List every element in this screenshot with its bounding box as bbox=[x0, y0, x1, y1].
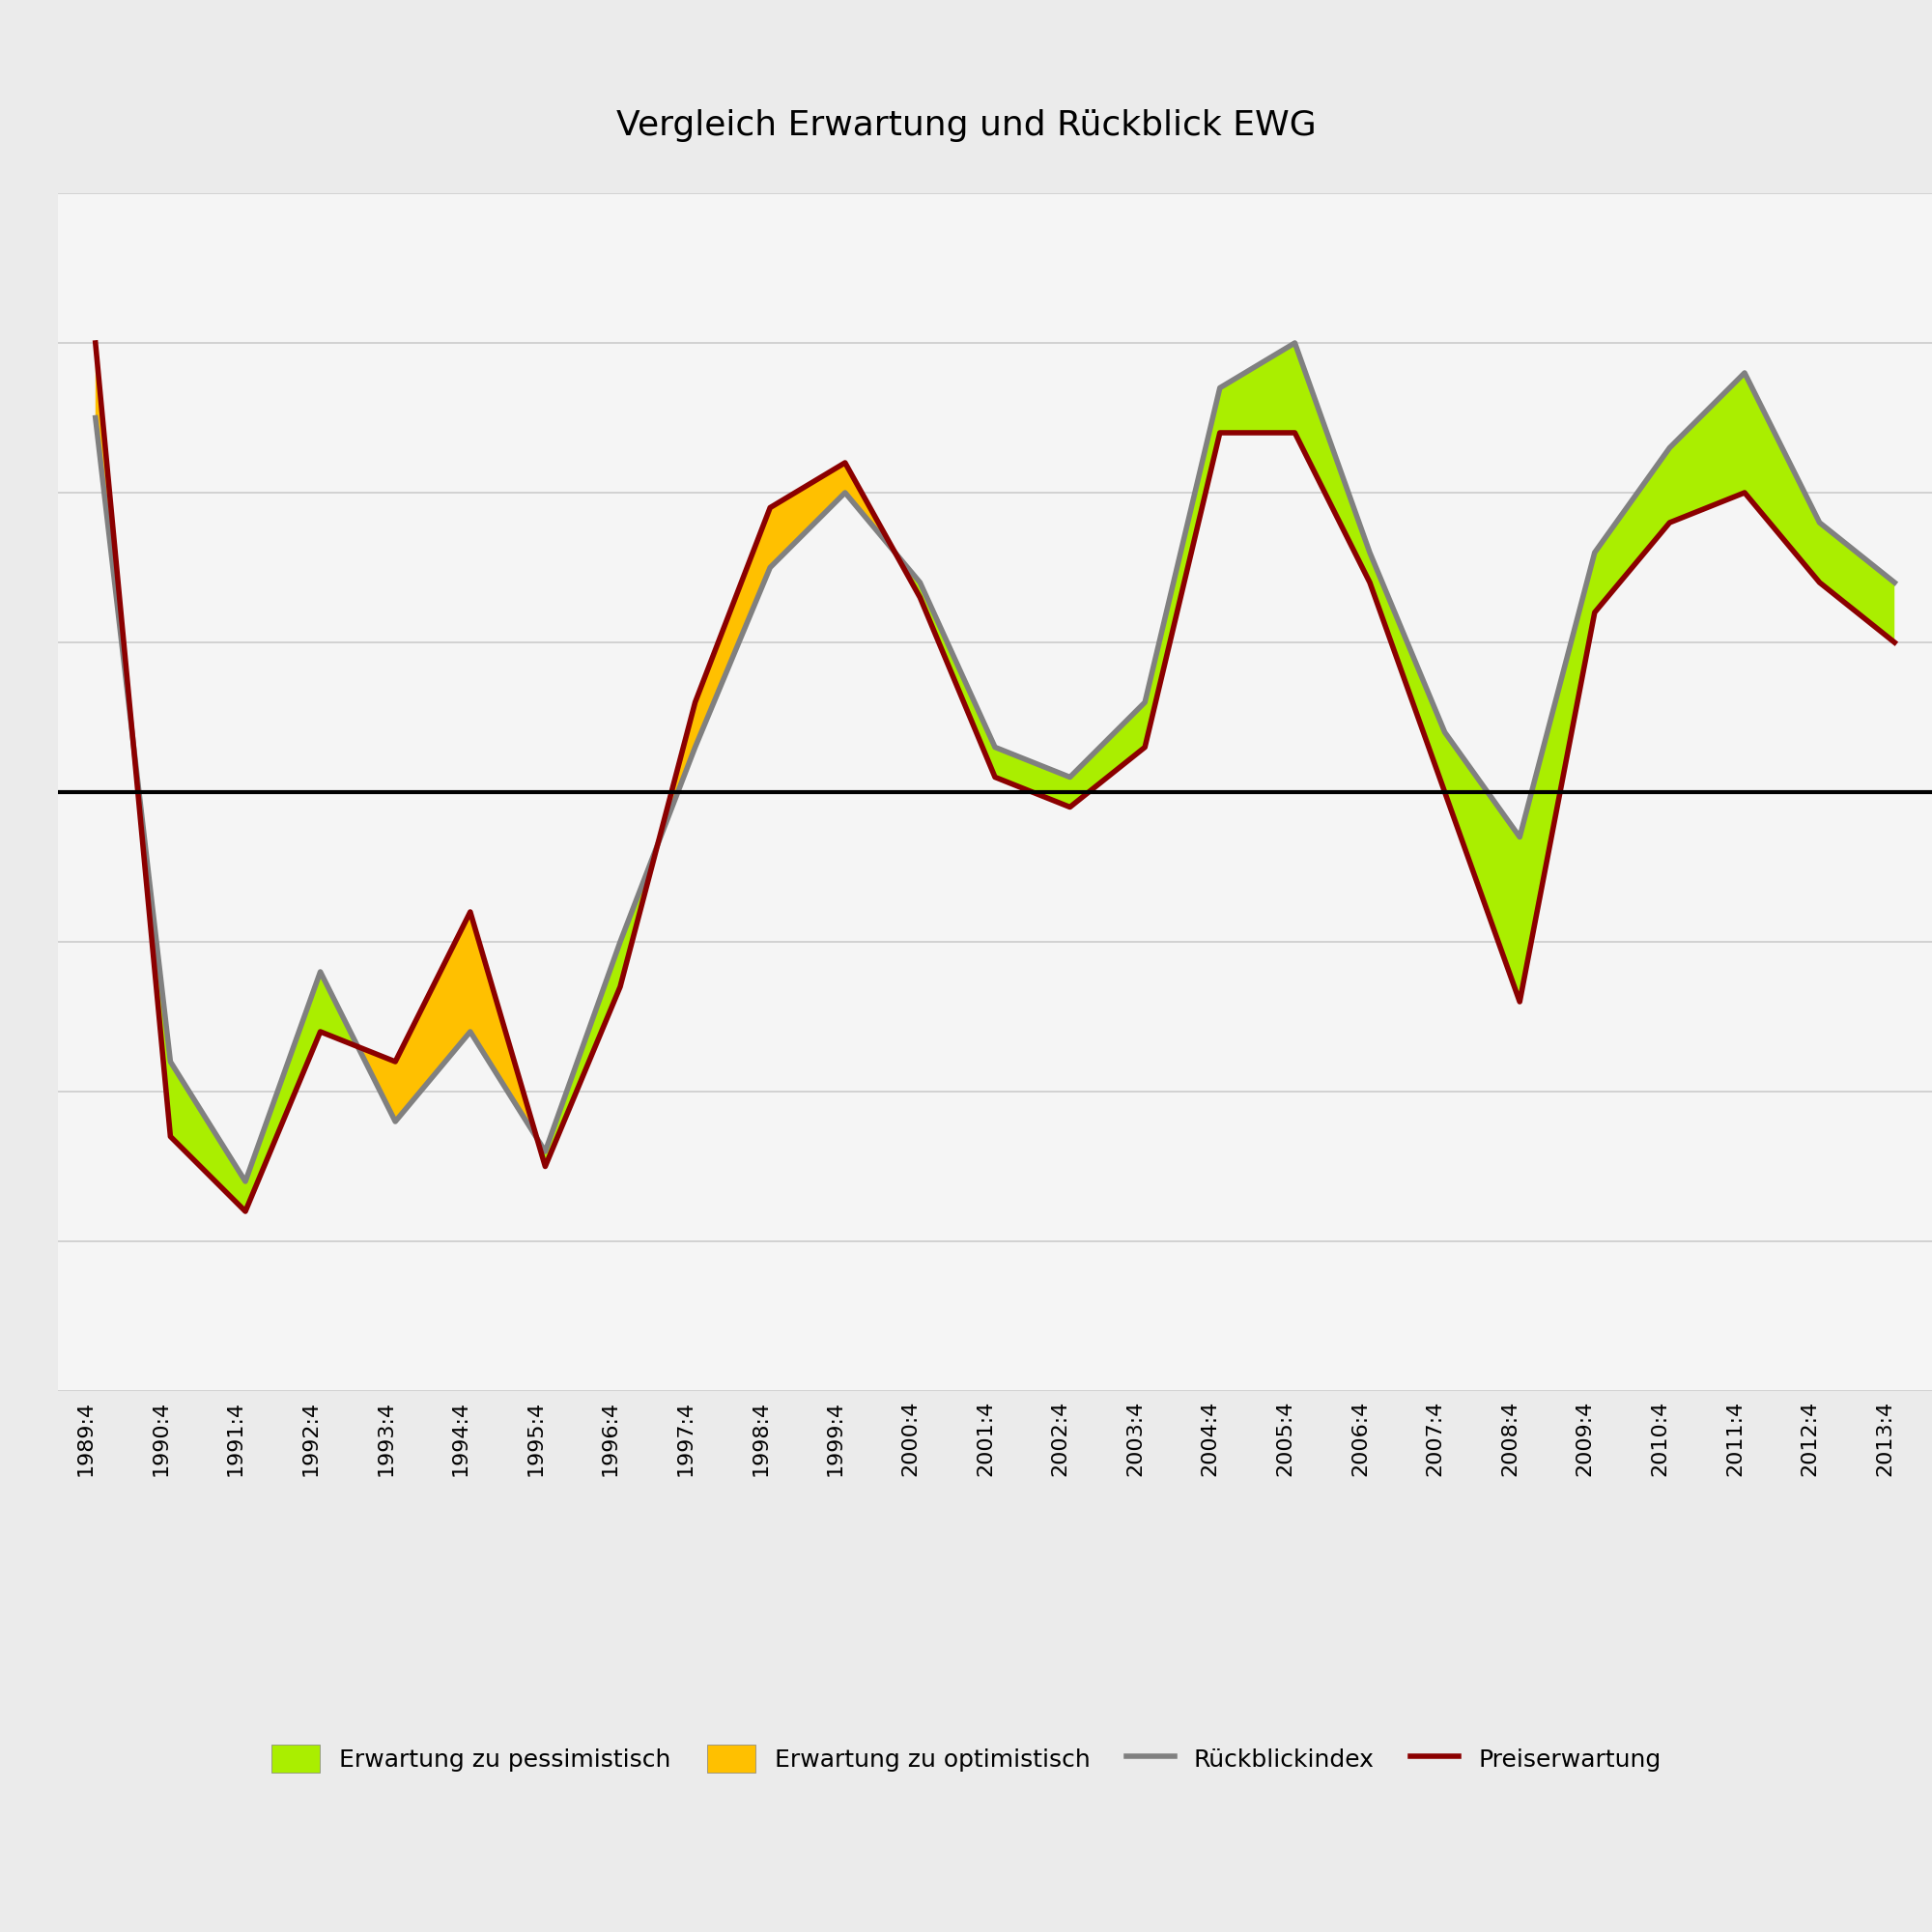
Text: 1994:4: 1994:4 bbox=[450, 1401, 469, 1476]
Text: 2001:4: 2001:4 bbox=[976, 1401, 995, 1476]
Text: 1998:4: 1998:4 bbox=[752, 1401, 771, 1476]
Text: 1996:4: 1996:4 bbox=[601, 1401, 620, 1476]
Text: 2005:4: 2005:4 bbox=[1275, 1401, 1294, 1476]
Text: 1992:4: 1992:4 bbox=[301, 1401, 321, 1476]
Text: 2009:4: 2009:4 bbox=[1575, 1401, 1594, 1476]
Text: 1993:4: 1993:4 bbox=[377, 1401, 396, 1476]
Text: 1991:4: 1991:4 bbox=[226, 1401, 245, 1476]
Text: 1989:4: 1989:4 bbox=[75, 1401, 95, 1476]
Text: 2002:4: 2002:4 bbox=[1051, 1401, 1070, 1476]
Text: 2007:4: 2007:4 bbox=[1426, 1401, 1445, 1476]
Text: 2004:4: 2004:4 bbox=[1200, 1401, 1219, 1476]
Text: 2000:4: 2000:4 bbox=[900, 1401, 920, 1476]
Text: 2011:4: 2011:4 bbox=[1725, 1401, 1745, 1476]
Text: 2006:4: 2006:4 bbox=[1350, 1401, 1370, 1476]
Text: 1997:4: 1997:4 bbox=[676, 1401, 696, 1476]
Text: 1999:4: 1999:4 bbox=[825, 1401, 844, 1476]
Text: 2012:4: 2012:4 bbox=[1801, 1401, 1820, 1476]
Text: 1995:4: 1995:4 bbox=[526, 1401, 545, 1476]
Text: 1990:4: 1990:4 bbox=[151, 1401, 170, 1476]
Legend: Erwartung zu pessimistisch, Erwartung zu optimistisch, Rückblickindex, Preiserwa: Erwartung zu pessimistisch, Erwartung zu… bbox=[259, 1733, 1673, 1785]
Text: 2003:4: 2003:4 bbox=[1126, 1401, 1146, 1476]
Text: 2013:4: 2013:4 bbox=[1876, 1401, 1895, 1476]
Text: 2008:4: 2008:4 bbox=[1501, 1401, 1520, 1476]
Text: Vergleich Erwartung und Rückblick EWG: Vergleich Erwartung und Rückblick EWG bbox=[616, 108, 1316, 143]
Text: 2010:4: 2010:4 bbox=[1650, 1401, 1669, 1476]
